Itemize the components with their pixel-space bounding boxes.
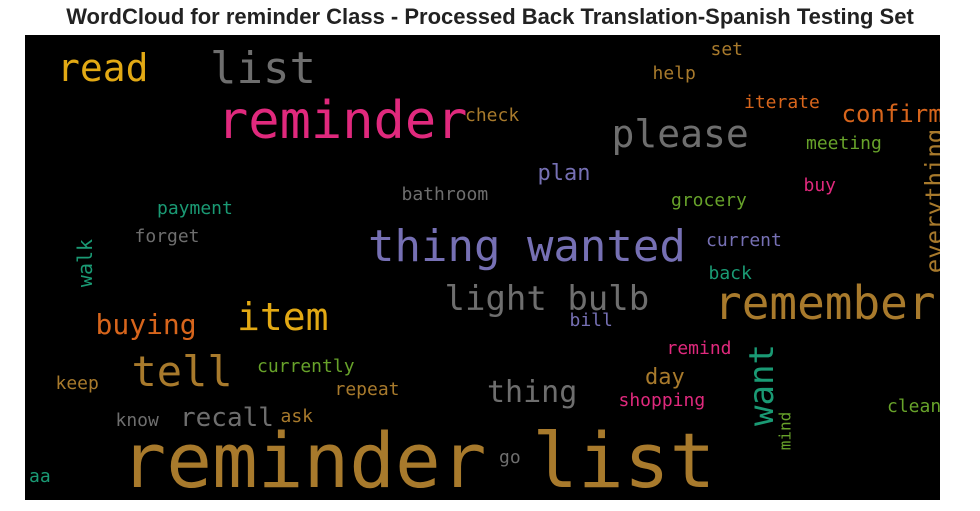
word-thing: thing [487, 375, 578, 410]
wordcloud-canvas: reminder list reminder thing wanted remembe… [25, 35, 940, 500]
word-want: want [741, 344, 782, 426]
word-everything: everything [919, 128, 940, 274]
word-mind: mind [774, 411, 794, 451]
word-bill: bill [569, 310, 613, 331]
word-keep: keep [55, 373, 99, 394]
word-walk: walk [73, 238, 98, 288]
word-item: item [237, 295, 329, 339]
word-grocery: grocery [671, 190, 747, 211]
word-clean: clean [887, 396, 940, 417]
word-back: back [708, 263, 752, 284]
word-repeat: repeat [334, 379, 400, 400]
word-current: current [706, 230, 782, 251]
word-thing-wanted: thing wanted [368, 221, 686, 272]
word-remind: remind [666, 338, 732, 359]
word-reminder-list: reminder list [120, 416, 716, 500]
word-aa: aa [29, 466, 51, 487]
word-know: know [115, 410, 159, 431]
word-light-bulb: light bulb [444, 279, 650, 319]
word-help: help [652, 63, 696, 84]
word-reminder: reminder [217, 91, 468, 151]
word-please: please [611, 112, 749, 156]
chart-title: WordCloud for reminder Class - Processed… [66, 4, 914, 29]
word-bathroom: bathroom [401, 184, 489, 205]
word-day: day [645, 365, 685, 390]
word-plan: plan [537, 161, 591, 186]
word-buying: buying [95, 308, 197, 341]
word-recall: recall [180, 403, 274, 433]
word-list: list [210, 43, 316, 94]
word-payment: payment [157, 198, 233, 219]
word-buy: buy [803, 175, 837, 196]
word-iterate: iterate [744, 92, 820, 113]
word-remember: remember [714, 276, 936, 330]
word-read: read [57, 46, 149, 90]
word-forget: forget [134, 226, 200, 247]
word-set: set [710, 39, 744, 60]
word-currently: currently [257, 356, 355, 377]
word-meeting: meeting [806, 133, 882, 154]
word-go: go [499, 447, 521, 468]
word-shopping: shopping [618, 390, 706, 411]
word-ask: ask [280, 406, 314, 427]
word-tell: tell [131, 347, 233, 396]
word-confirm: confirm [841, 100, 941, 128]
word-check: check [465, 105, 520, 126]
